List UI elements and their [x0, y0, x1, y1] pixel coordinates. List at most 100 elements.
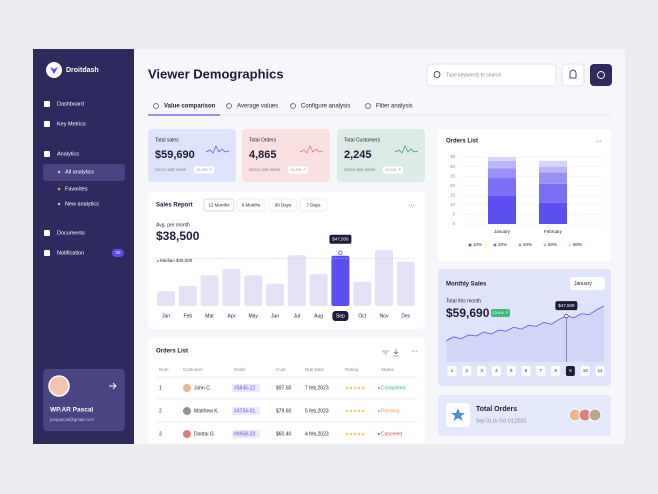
- tab[interactable]: Filter analysis: [376, 104, 413, 110]
- bar: [309, 274, 328, 306]
- day-label[interactable]: 8: [554, 368, 557, 373]
- day-label[interactable]: 4: [495, 368, 498, 373]
- change-badge: [491, 309, 510, 317]
- total-orders-title: Total Orders: [476, 406, 517, 413]
- tab[interactable]: Configure analysis: [301, 104, 350, 110]
- nav-item[interactable]: Key Metrics: [57, 121, 86, 127]
- nav-subitem[interactable]: Favorites: [65, 186, 88, 192]
- kpi-value: 4,865: [249, 149, 277, 161]
- day-label[interactable]: 3: [480, 368, 483, 373]
- day-label[interactable]: 6: [525, 368, 528, 373]
- x-tick-label: Jan: [162, 313, 170, 319]
- legend-label: 60%: [548, 242, 557, 247]
- brand: Droitdash: [66, 67, 99, 74]
- nav-subitem[interactable]: New analytics: [65, 201, 99, 207]
- table-tool[interactable]: [393, 349, 399, 357]
- month-dropdown[interactable]: [570, 277, 605, 290]
- table-cell: 2: [159, 408, 162, 414]
- stacked-bar-segment: [488, 160, 516, 169]
- nav-item[interactable]: Notification: [57, 250, 84, 256]
- nav-dot: [57, 187, 61, 191]
- range-label[interactable]: 7 Days: [306, 203, 321, 208]
- kpi-sparkline: [299, 145, 324, 154]
- day-pill[interactable]: [536, 366, 546, 376]
- kpi-badge: [383, 166, 403, 174]
- page-title: Viewer Demographics: [148, 66, 284, 81]
- range-label[interactable]: 30 Days: [275, 203, 292, 208]
- range-pill[interactable]: [268, 198, 298, 212]
- bell-icon: [569, 69, 577, 79]
- day-pill[interactable]: [595, 366, 605, 376]
- notification-badge: [112, 249, 124, 257]
- bell-button[interactable]: [561, 63, 585, 87]
- stacked-bar-segment: [488, 195, 516, 224]
- more-button[interactable]: ···: [408, 202, 415, 209]
- day-label[interactable]: 11: [598, 368, 603, 373]
- day-label[interactable]: 5: [510, 368, 513, 373]
- day-label[interactable]: 7: [540, 368, 543, 373]
- orders-chart-title: Orders List: [446, 139, 478, 145]
- table-tool[interactable]: [382, 350, 389, 356]
- x-tick-label: Oct: [358, 313, 366, 319]
- nav-subitem[interactable]: All analytics: [65, 169, 94, 175]
- table-header: Order: [234, 367, 246, 372]
- kpi-value: 2,245: [344, 149, 372, 161]
- tab[interactable]: Value comparison: [164, 104, 216, 110]
- y-tick-label: 25: [450, 173, 456, 178]
- customer-avatar: [183, 384, 191, 392]
- stacked-bar-segment: [488, 157, 516, 161]
- kpi-badge: [194, 166, 214, 174]
- tab-icon: [153, 103, 159, 109]
- x-tick-label: Apr: [228, 313, 236, 319]
- median-dot: [157, 260, 159, 262]
- nav-item[interactable]: Analytics: [57, 151, 79, 157]
- orders-table-title: Orders List: [156, 349, 188, 355]
- day-pill[interactable]: [521, 366, 531, 376]
- range-label[interactable]: 12 Months: [208, 203, 230, 208]
- day-label[interactable]: 1: [451, 368, 454, 373]
- day-pill[interactable]: [462, 366, 472, 376]
- profile-arrow[interactable]: [109, 382, 117, 390]
- table-cell: 4 feb,2023: [305, 431, 329, 437]
- day-pill[interactable]: [447, 366, 457, 376]
- day-label[interactable]: 10: [583, 368, 589, 373]
- settings-button[interactable]: [590, 64, 612, 86]
- table-cell: Canceled: [381, 431, 402, 437]
- day-pill[interactable]: [477, 366, 487, 376]
- range-pill[interactable]: [203, 198, 235, 212]
- order-pill: [232, 407, 260, 415]
- day-pill[interactable]: [506, 366, 516, 376]
- bar-tooltip-label: $47,509: [332, 236, 349, 241]
- nav-item[interactable]: Dashboard: [57, 101, 84, 107]
- day-label[interactable]: 2: [466, 368, 469, 373]
- range-pill[interactable]: [236, 198, 266, 212]
- day-pill[interactable]: [491, 366, 501, 376]
- tab[interactable]: Average values: [237, 104, 278, 110]
- table-cell: ★★★★★: [345, 432, 365, 438]
- bar: [157, 291, 175, 306]
- more-button[interactable]: ···: [595, 138, 602, 145]
- table-cell: 1: [159, 385, 162, 391]
- day-pill[interactable]: [580, 366, 590, 376]
- nav-dot: [57, 202, 61, 206]
- status-dot: [378, 410, 380, 412]
- table-header: Rating: [345, 367, 359, 372]
- kpi-label: Total Customers: [344, 137, 381, 143]
- more-button[interactable]: ···: [411, 348, 418, 355]
- y-tick-label: 0: [452, 221, 455, 226]
- nav-item[interactable]: Documents: [57, 230, 85, 236]
- search-box[interactable]: [426, 63, 557, 87]
- notification-count: 26: [115, 250, 121, 255]
- orders-chart-card: [438, 129, 611, 261]
- range-label[interactable]: 6 Months: [242, 203, 261, 208]
- day-pill[interactable]: [565, 366, 575, 376]
- bar: [178, 285, 197, 306]
- nav-icon: [44, 121, 50, 127]
- range-pill[interactable]: [299, 198, 328, 212]
- nav-dot: [57, 170, 61, 174]
- avatar: [48, 375, 70, 397]
- day-pill[interactable]: [551, 366, 561, 376]
- point: [564, 314, 569, 319]
- day-label[interactable]: 9: [569, 368, 572, 373]
